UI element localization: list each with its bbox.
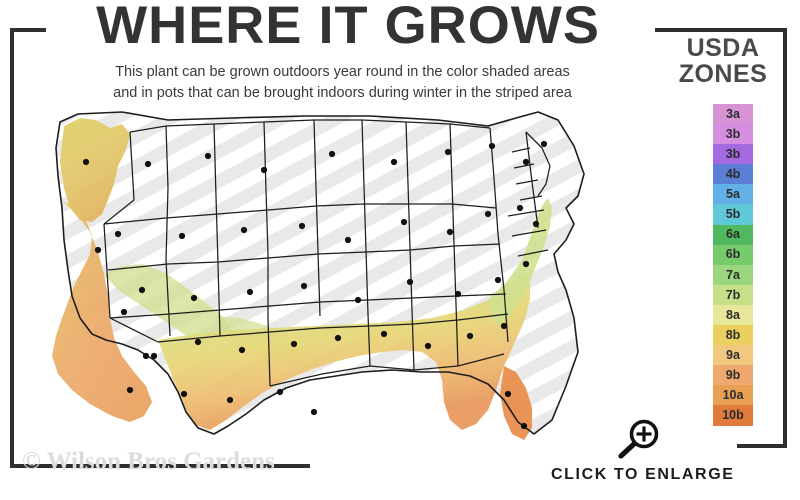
zone-swatch: 7b bbox=[713, 284, 753, 305]
map-svg bbox=[52, 111, 585, 440]
frame-bottom-left-segment bbox=[10, 464, 310, 468]
zone-swatch: 9b bbox=[713, 365, 753, 386]
zone-swatch: 8a bbox=[713, 304, 753, 326]
zone-label: 8b bbox=[725, 327, 741, 342]
usda-hardiness-map[interactable] bbox=[18, 104, 638, 454]
zone-swatch: 8b bbox=[713, 325, 753, 346]
zone-swatch: 3b bbox=[713, 124, 753, 145]
state-boundaries bbox=[55, 111, 585, 435]
legend-title: USDA ZONES bbox=[660, 34, 786, 88]
zone-label: 7a bbox=[726, 267, 740, 282]
magnifier-svg bbox=[618, 419, 659, 459]
zone-label: 6a bbox=[726, 227, 740, 242]
zone-label: 4b bbox=[725, 167, 741, 182]
subtitle-line-2: and in pots that can be brought indoors … bbox=[113, 85, 572, 102]
magnifier-plus-icon[interactable] bbox=[612, 418, 666, 462]
zone-swatch: 3a bbox=[713, 104, 753, 125]
frame-top-right-segment bbox=[655, 28, 787, 32]
page-subtitle: This plant can be grown outdoors year ro… bbox=[40, 62, 645, 104]
legend-title-line-1: USDA bbox=[686, 34, 760, 62]
zone-swatch: 10a bbox=[713, 385, 753, 406]
zone-label: 10a bbox=[722, 388, 744, 403]
frame-top-left-segment bbox=[10, 28, 46, 32]
subtitle-line-1: This plant can be grown outdoors year ro… bbox=[115, 64, 570, 80]
zone-label: 8a bbox=[726, 307, 740, 322]
zone-label: 6b bbox=[725, 247, 741, 262]
zone-label: 7b bbox=[725, 287, 741, 302]
zone-swatch: 10b bbox=[713, 405, 753, 426]
zone-swatch: 4b bbox=[713, 164, 753, 185]
zone-swatch: 3b bbox=[713, 144, 753, 165]
zone-label: 10b bbox=[722, 408, 744, 423]
zone-swatch: 5b bbox=[713, 204, 753, 225]
click-to-enlarge-label[interactable]: CLICK TO ENLARGE bbox=[551, 466, 735, 483]
legend-title-line-2: ZONES bbox=[678, 59, 768, 88]
zone-label: 5a bbox=[726, 187, 740, 202]
city-dots bbox=[82, 140, 548, 430]
zone-swatch: 5a bbox=[713, 184, 753, 205]
usda-zone-legend: 3a 3b 3b 4b 5a 5b 6a 6b 7a 7b 8a 8b 9a 9b 10a 10b bbox=[713, 104, 753, 426]
zone-label: 3b bbox=[725, 146, 741, 161]
zone-swatch: 6a bbox=[713, 224, 753, 245]
zone-label: 9a bbox=[726, 347, 740, 362]
watermark: © Wilson Bros Gardens bbox=[22, 448, 275, 475]
frame-right-segment bbox=[783, 28, 787, 448]
zone-swatch: 7a bbox=[713, 264, 753, 285]
frame-bottom-right-segment bbox=[737, 444, 787, 448]
zone-swatch: 9a bbox=[713, 345, 753, 366]
zone-label: 3a bbox=[726, 106, 740, 121]
map-colored-region bbox=[52, 118, 552, 440]
page-title: WHERE IT GROWS bbox=[96, 0, 600, 55]
frame-left-segment bbox=[10, 28, 14, 468]
zone-swatch: 6b bbox=[713, 244, 753, 265]
zone-label: 9b bbox=[725, 368, 741, 383]
zone-label: 5b bbox=[725, 207, 741, 222]
zone-label: 3b bbox=[725, 126, 741, 141]
